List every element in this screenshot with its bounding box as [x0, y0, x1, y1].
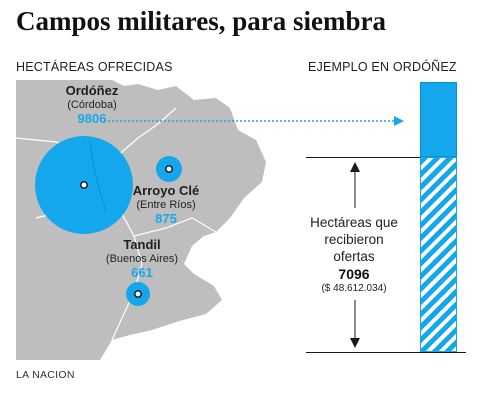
ordonez-dot — [80, 181, 88, 189]
offers-annotation: Hectáreas que recibieron ofertas 7096 ($… — [292, 215, 416, 296]
place-province: (Entre Ríos) — [136, 198, 196, 211]
ordonez-example-label: EJEMPLO EN ORDÓÑEZ — [308, 60, 457, 74]
place-hectares: 875 — [155, 210, 177, 226]
offers-label-line-3: ofertas — [333, 248, 375, 264]
arroyo-cle-dot — [165, 165, 173, 173]
place-hectares: 661 — [131, 264, 153, 280]
place-arroyo-cle: Arroyo Clé (Entre Ríos) 875 — [124, 183, 208, 227]
offers-hectares: 7096 — [338, 265, 370, 282]
place-name: Tandil — [123, 237, 161, 252]
place-ordonez: Ordóñez (Córdoba) 9806 — [44, 83, 140, 127]
up-arrow-icon — [350, 162, 360, 172]
bar-total-segment — [420, 82, 457, 157]
bracket-top-line — [306, 157, 420, 158]
place-name: Arroyo Clé — [132, 183, 200, 198]
tandil-dot — [134, 290, 142, 298]
place-tandil: Tandil (Buenos Aires) 661 — [96, 237, 188, 281]
bracket-bottom-line — [306, 352, 466, 353]
connector-arrow — [100, 116, 404, 126]
place-province: (Buenos Aires) — [105, 252, 179, 265]
river-notch — [191, 235, 209, 265]
place-province: (Córdoba) — [67, 98, 117, 111]
place-hectares: 9806 — [77, 110, 107, 126]
page-title: Campos militares, para siembra — [16, 6, 386, 36]
arrowhead-icon — [394, 116, 404, 126]
bar-offered-segment — [420, 157, 457, 352]
offers-amount: ($ 48.612.034) — [321, 283, 387, 295]
offers-label-line-1: Hectáreas que — [310, 215, 398, 230]
argentina-map — [15, 78, 268, 360]
map-graphic — [15, 80, 266, 360]
dimension-arrows — [350, 162, 360, 348]
down-arrow-icon — [350, 338, 360, 348]
place-name: Ordóñez — [65, 83, 119, 98]
offered-hectares-label: HECTÁREAS OFRECIDAS — [16, 60, 173, 74]
offers-label-line-2: recibieron — [324, 231, 384, 247]
source-credit: LA NACION — [16, 369, 75, 381]
